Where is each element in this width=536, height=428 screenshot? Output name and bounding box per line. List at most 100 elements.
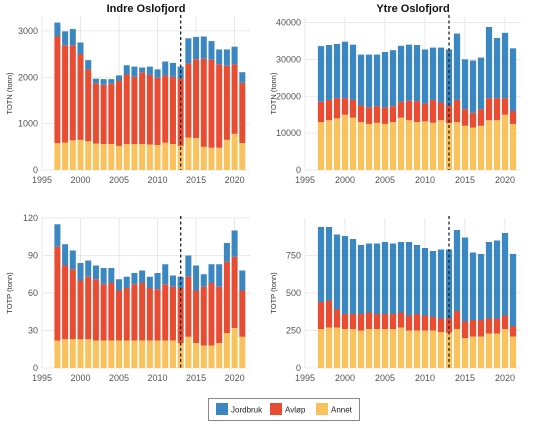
bar-avlop-2014	[453, 311, 461, 329]
bar-avlop-2001	[85, 276, 92, 340]
bar-annet-2009	[413, 122, 421, 170]
bar-annet-2011	[429, 122, 437, 170]
bar-annet-2011	[162, 340, 169, 368]
bar-jordbruk-1998	[325, 45, 333, 100]
bar-jordbruk-2000	[341, 236, 349, 314]
bar-annet-2013	[177, 145, 184, 170]
bar-jordbruk-2000	[341, 41, 349, 99]
bar-annet-2006	[123, 144, 130, 170]
bar-annet-2005	[116, 145, 123, 170]
bar-jordbruk-2011	[162, 61, 169, 76]
bar-annet-1998	[325, 120, 333, 170]
bar-annet-2021	[509, 123, 517, 170]
bar-annet-2004	[373, 329, 381, 368]
bar-avlop-2018	[216, 286, 223, 343]
bar-annet-2004	[108, 144, 115, 170]
bar-avlop-2013	[445, 318, 453, 333]
panel-ytre-totp: 0 250 500 750 1995 2000 2005 2010 2015 2020 TOTP (…	[269, 216, 521, 383]
bar-avlop-2008	[405, 100, 413, 121]
bar-jordbruk-2006	[389, 243, 397, 314]
bar-annet-2002	[357, 330, 365, 368]
bar-jordbruk-2012	[169, 62, 176, 77]
x-tick-label: 1995	[32, 373, 52, 383]
x-tick-label: 2000	[71, 373, 91, 383]
bar-annet-2005	[116, 340, 123, 368]
bar-jordbruk-2017	[477, 57, 485, 110]
bar-jordbruk-2012	[437, 47, 445, 103]
bar-jordbruk-2015	[193, 265, 200, 291]
bar-avlop-1998	[325, 300, 333, 328]
x-tick-label: 2020	[495, 175, 515, 185]
x-tick-label: 1995	[295, 373, 315, 383]
bar-avlop-2015	[193, 59, 200, 139]
bar-avlop-2014	[185, 63, 192, 138]
bar-annet-2015	[461, 338, 469, 368]
bar-annet-1998	[325, 327, 333, 368]
bar-jordbruk-2018	[485, 26, 493, 99]
bar-avlop-1998	[62, 265, 69, 340]
bar-avlop-2004	[108, 83, 115, 145]
bar-avlop-2010	[154, 289, 161, 341]
plot-area	[42, 17, 250, 170]
bar-annet-2010	[421, 121, 429, 170]
bar-avlop-2006	[123, 288, 130, 341]
bar-jordbruk-2000	[77, 263, 84, 281]
bar-annet-2008	[405, 120, 413, 170]
bar-avlop-2012	[437, 102, 445, 121]
bar-avlop-2013	[177, 78, 184, 146]
y-tick-label: 30	[28, 326, 38, 336]
bar-annet-2017	[208, 345, 215, 368]
bar-avlop-2021	[509, 326, 517, 337]
bar-annet-2002	[92, 340, 99, 368]
bar-jordbruk-2015	[461, 237, 469, 322]
x-tick-label: 2015	[186, 175, 206, 185]
bar-annet-2018	[485, 333, 493, 368]
bar-jordbruk-2001	[85, 260, 92, 277]
bar-avlop-2007	[131, 284, 138, 341]
bar-avlop-2019	[223, 261, 230, 333]
y-tick-label: 30000	[276, 54, 301, 64]
bar-avlop-2012	[169, 76, 176, 145]
bar-jordbruk-2016	[469, 252, 477, 320]
bar-avlop-2019	[493, 98, 501, 121]
bar-annet-2007	[397, 117, 405, 170]
bar-avlop-2015	[461, 321, 469, 338]
bar-annet-2001	[85, 141, 92, 170]
bar-annet-2001	[85, 339, 92, 368]
bar-avlop-2021	[239, 290, 246, 337]
bar-avlop-2002	[357, 314, 365, 331]
bar-annet-1997	[317, 122, 325, 170]
x-tick-label: 2020	[225, 175, 245, 185]
bar-avlop-2014	[185, 276, 192, 337]
bar-avlop-1997	[317, 302, 325, 329]
bar-annet-2021	[239, 143, 246, 170]
x-tick-label: 2005	[375, 373, 395, 383]
bar-jordbruk-2010	[421, 248, 429, 316]
bar-jordbruk-2008	[139, 270, 146, 283]
panel-indre-totn: 0 1000 2000 3000 1995 2000 2005 2010 2015 2020 TOT…	[5, 3, 250, 185]
bar-annet-1999	[69, 140, 76, 170]
bar-annet-2015	[461, 125, 469, 170]
bar-jordbruk-1999	[333, 43, 341, 99]
bar-jordbruk-2005	[116, 279, 123, 291]
panel-title: Indre Oslofjord	[107, 3, 186, 15]
bar-jordbruk-2020	[501, 32, 509, 99]
bar-annet-2007	[397, 327, 405, 368]
bar-avlop-2016	[469, 320, 477, 337]
bar-jordbruk-2019	[493, 38, 501, 99]
bar-avlop-2016	[200, 286, 207, 346]
bar-avlop-2003	[100, 284, 107, 341]
bar-annet-2014	[453, 329, 461, 368]
x-tick-label: 2000	[71, 175, 91, 185]
bar-annet-2020	[501, 114, 509, 170]
bar-avlop-2017	[208, 283, 215, 346]
bar-annet-2005	[381, 123, 389, 170]
y-tick-label: 2000	[18, 72, 38, 82]
bar-jordbruk-2005	[381, 242, 389, 314]
y-tick-label: 0	[296, 165, 301, 175]
bar-avlop-2020	[231, 256, 238, 328]
bar-jordbruk-2019	[223, 243, 230, 262]
bar-annet-2021	[239, 336, 246, 368]
plot-area	[305, 17, 521, 170]
y-tick-label: 1000	[18, 119, 38, 129]
